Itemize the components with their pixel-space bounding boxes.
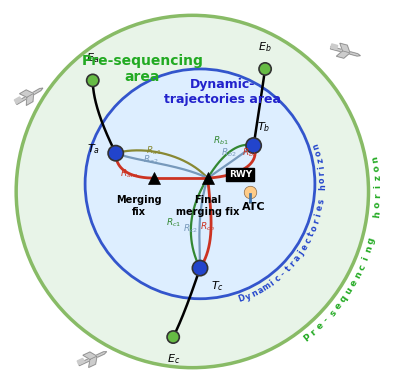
Text: a: a bbox=[292, 254, 302, 264]
Polygon shape bbox=[83, 352, 97, 359]
Text: D: D bbox=[237, 294, 246, 304]
Text: i: i bbox=[268, 278, 276, 287]
Text: $R_{a2}$: $R_{a2}$ bbox=[142, 154, 158, 166]
Text: n: n bbox=[370, 155, 380, 163]
Text: n: n bbox=[353, 270, 364, 280]
Circle shape bbox=[87, 74, 99, 87]
Text: $R_{b1}$: $R_{b1}$ bbox=[214, 135, 229, 147]
Polygon shape bbox=[20, 90, 34, 97]
Text: o: o bbox=[309, 224, 320, 232]
Text: n: n bbox=[250, 288, 259, 299]
Text: r: r bbox=[309, 327, 318, 337]
Text: a: a bbox=[256, 285, 265, 296]
Text: s: s bbox=[328, 308, 338, 318]
Text: P: P bbox=[301, 332, 312, 344]
Polygon shape bbox=[77, 358, 84, 365]
Text: o: o bbox=[314, 149, 324, 157]
Polygon shape bbox=[16, 88, 43, 105]
Text: $R_{bk}$: $R_{bk}$ bbox=[242, 146, 258, 159]
Text: o: o bbox=[373, 201, 382, 208]
Text: s: s bbox=[316, 198, 326, 204]
Text: n: n bbox=[311, 142, 322, 150]
Text: q: q bbox=[339, 293, 350, 304]
Text: Merging
fix: Merging fix bbox=[116, 195, 162, 217]
Text: z: z bbox=[373, 175, 382, 181]
Polygon shape bbox=[331, 44, 338, 49]
Text: e: e bbox=[348, 278, 359, 288]
Text: $T_b$: $T_b$ bbox=[258, 120, 271, 134]
Text: r: r bbox=[312, 218, 322, 225]
Text: o: o bbox=[318, 178, 327, 183]
Text: c: c bbox=[273, 273, 282, 283]
Text: Final
merging fix: Final merging fix bbox=[176, 195, 239, 217]
Text: r: r bbox=[288, 260, 298, 268]
Text: i: i bbox=[361, 255, 370, 262]
Text: g: g bbox=[366, 237, 376, 246]
Text: r: r bbox=[374, 194, 382, 198]
Circle shape bbox=[192, 260, 208, 276]
Circle shape bbox=[259, 63, 271, 75]
Text: $R_{am}$: $R_{am}$ bbox=[120, 167, 138, 180]
Text: $R_{c1}$: $R_{c1}$ bbox=[166, 217, 181, 229]
Text: c: c bbox=[303, 237, 313, 246]
Text: i: i bbox=[314, 213, 323, 217]
Text: $R_{a1}$: $R_{a1}$ bbox=[146, 144, 162, 157]
Text: $E_c$: $E_c$ bbox=[166, 352, 180, 366]
Text: $R_{cn}$: $R_{cn}$ bbox=[200, 221, 215, 233]
Text: RWY: RWY bbox=[229, 170, 252, 179]
Circle shape bbox=[167, 331, 179, 343]
Text: e: e bbox=[333, 301, 344, 311]
Text: n: n bbox=[364, 245, 374, 254]
Text: -: - bbox=[322, 315, 331, 324]
Text: h: h bbox=[372, 210, 382, 218]
Circle shape bbox=[246, 138, 261, 153]
Polygon shape bbox=[14, 97, 22, 103]
Text: $E_a$: $E_a$ bbox=[86, 51, 99, 65]
Circle shape bbox=[108, 146, 124, 161]
Text: $R_{b2}$: $R_{b2}$ bbox=[221, 146, 237, 159]
Text: u: u bbox=[344, 286, 355, 296]
Text: e: e bbox=[315, 321, 326, 331]
Text: t: t bbox=[307, 231, 316, 238]
Text: y: y bbox=[244, 291, 252, 302]
Polygon shape bbox=[340, 43, 350, 53]
Text: t: t bbox=[284, 265, 292, 273]
Polygon shape bbox=[336, 51, 350, 58]
Circle shape bbox=[85, 69, 315, 299]
Circle shape bbox=[16, 15, 368, 368]
Text: m: m bbox=[261, 281, 272, 293]
Text: i: i bbox=[317, 165, 326, 169]
Text: $T_c$: $T_c$ bbox=[212, 280, 224, 293]
Text: j: j bbox=[297, 249, 306, 257]
Text: Dynamic-
trajectories area: Dynamic- trajectories area bbox=[164, 78, 282, 106]
Text: r: r bbox=[318, 171, 327, 176]
Text: e: e bbox=[315, 205, 325, 212]
Text: Pre-sequencing
area: Pre-sequencing area bbox=[82, 54, 204, 84]
Text: h: h bbox=[318, 185, 327, 190]
Polygon shape bbox=[89, 356, 97, 367]
Text: $R_{c2}$: $R_{c2}$ bbox=[183, 223, 198, 235]
Text: z: z bbox=[315, 157, 325, 163]
Text: $E_b$: $E_b$ bbox=[258, 40, 272, 54]
Text: i: i bbox=[374, 185, 382, 188]
Text: $T_a$: $T_a$ bbox=[87, 142, 100, 156]
Polygon shape bbox=[26, 93, 34, 105]
Text: ATC: ATC bbox=[242, 202, 266, 212]
Text: -: - bbox=[279, 270, 287, 278]
Text: o: o bbox=[372, 165, 382, 172]
Text: e: e bbox=[300, 242, 310, 252]
Polygon shape bbox=[330, 47, 360, 56]
Polygon shape bbox=[78, 352, 107, 366]
Text: c: c bbox=[357, 263, 367, 272]
